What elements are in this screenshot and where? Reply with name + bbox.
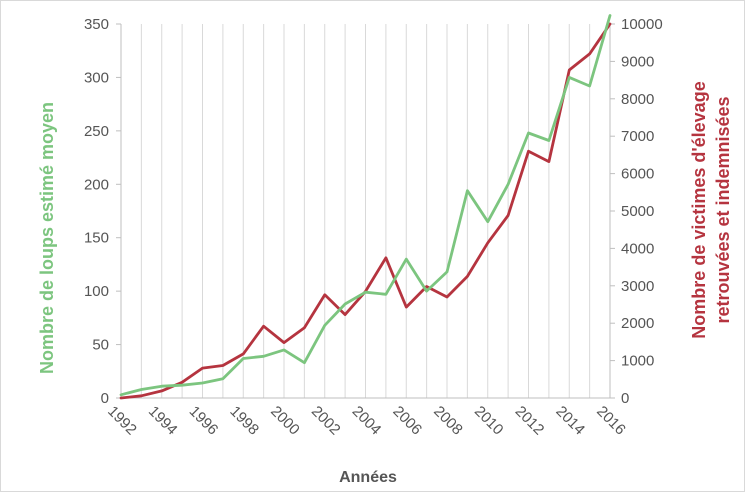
y-tick-label-right: 6000 [621,166,654,183]
y-tick-label-right: 0 [621,390,629,407]
y-axis-title-right-line2: retrouvées et indemnisées [713,96,733,323]
y-tick-label-left: 150 [84,230,109,247]
y-tick-label-right: 5000 [621,203,654,220]
y-tick-label-right: 9000 [621,53,654,70]
y-tick-label-left: 250 [84,123,109,140]
series-line-wolves [119,14,612,397]
y-tick-label-right: 10000 [621,16,663,33]
y-tick-label-right: 2000 [621,315,654,332]
y-tick-label-left: 0 [101,390,109,407]
y-tick-label-right: 4000 [621,240,654,257]
y-tick-label-left: 350 [84,16,109,33]
y-axis-title-right-line1: Nombre de victimes d'élevage [689,81,709,338]
y-tick-label-right: 8000 [621,91,654,108]
y-tick-label-right: 7000 [621,128,654,145]
y-axis-title-left: Nombre de loups estimé moyen [37,102,57,374]
x-axis-title: Années [339,469,397,486]
right-axis-ticks: 0 1000 2000 3000 4000 5000 6000 7000 8000 9000 100… [610,16,663,407]
y-tick-label-left: 50 [92,337,109,354]
y-tick-label-right: 1000 [621,353,654,370]
y-tick-label-left: 100 [84,283,109,300]
y-tick-label-left: 200 [84,176,109,193]
left-axis-ticks: 0 50 100 150 200 250 300 350 [84,16,121,407]
y-tick-label-right: 3000 [621,278,654,295]
series-lines [119,14,612,400]
y-tick-label-left: 300 [84,69,109,86]
